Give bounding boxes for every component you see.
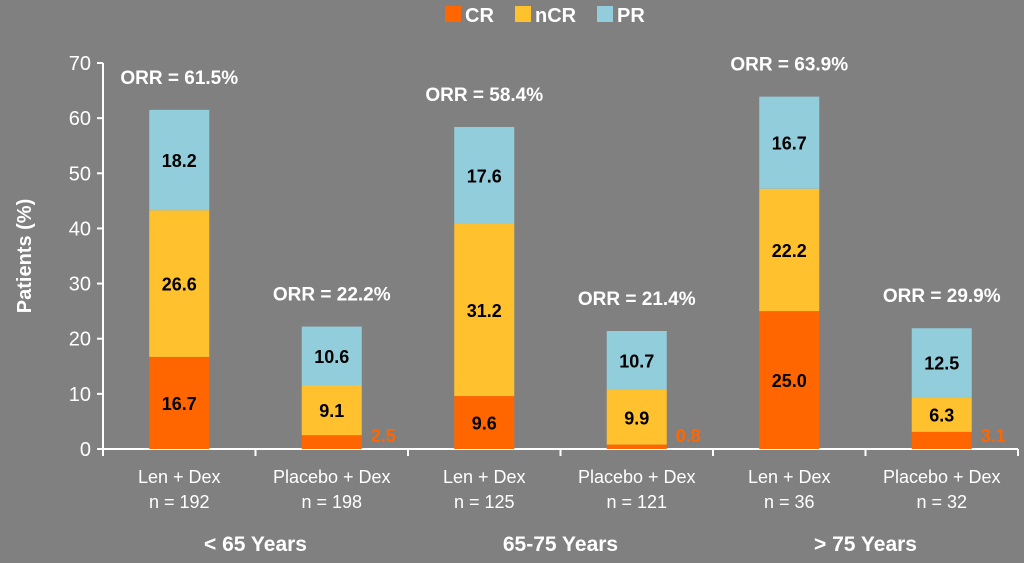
data-label-ncr: 26.6 [162,275,197,295]
data-label-cr-outside: 3.1 [981,426,1006,446]
orr-label: ORR = 63.9% [730,55,848,76]
orr-label: ORR = 29.9% [883,286,1001,307]
bar-segment-cr [759,311,820,449]
data-label-ncr: 9.1 [319,401,344,421]
bar-segment-ncr [301,385,362,436]
bar-segment-pr [301,326,362,386]
bar-segment-cr [606,444,667,449]
bar-segment-cr [149,356,210,449]
legend-label-cr: CR [465,5,494,27]
data-label-ncr: 31.2 [467,301,502,321]
bar-segment-cr [911,431,972,449]
data-label-pr: 17.6 [467,166,502,186]
data-label-pr: 10.6 [314,347,349,367]
group-label: < 65 Years [204,533,307,556]
y-axis-label: Patients (%) [14,199,36,313]
y-tick-label: 20 [69,329,91,351]
axes: 0 10 20 30 40 50 60 70 Patients (%) [14,53,1019,461]
orr-label: ORR = 58.4% [425,85,543,106]
bar-segment-ncr [911,397,972,432]
data-label-cr: 16.7 [162,394,197,414]
group-label: > 75 Years [814,533,917,556]
y-tick-label: 50 [69,163,91,185]
category-label: Len + Dex [443,467,526,487]
y-tick-label: 30 [69,274,91,296]
category-n-label: n = 36 [764,492,815,512]
bar-segment-ncr [606,389,667,445]
bar-segment-ncr [759,188,820,312]
data-label-ncr: 22.2 [772,241,807,261]
category-n-label: n = 121 [606,492,667,512]
y-tick-label: 60 [69,108,91,130]
category-n-label: n = 32 [916,492,967,512]
bar-segment-cr [301,435,362,449]
category-label: Placebo + Dex [273,467,391,487]
legend-label-ncr: nCR [535,5,577,27]
data-label-pr: 16.7 [772,134,807,154]
bar-segment-pr [149,109,210,211]
group-label: 65-75 Years [503,533,618,556]
legend-swatch-cr [445,6,461,22]
data-label-pr: 18.2 [162,151,197,171]
category-label: Placebo + Dex [578,467,696,487]
bar-segment-pr [911,328,972,398]
legend-swatch-ncr [515,6,531,22]
orr-label: ORR = 21.4% [578,289,696,310]
orr-label: ORR = 22.2% [273,285,391,306]
y-tick-label: 10 [69,384,91,406]
data-label-pr: 10.7 [619,351,654,371]
bar-segment-pr [454,126,515,225]
legend-label-pr: PR [617,5,645,27]
bar-segment-ncr [149,210,210,357]
y-tick-label: 0 [80,439,91,461]
category-n-label: n = 192 [149,492,210,512]
bar-segment-pr [759,96,820,189]
legend-swatch-pr [597,6,613,22]
orr-label: ORR = 61.5% [120,68,238,89]
data-label-ncr: 6.3 [929,406,954,426]
data-label-ncr: 9.9 [624,408,649,428]
data-label-cr-outside: 2.5 [371,426,396,446]
legend: CR nCR PR [445,5,645,27]
category-label: Len + Dex [748,467,831,487]
data-label-cr: 25.0 [772,371,807,391]
labels: 16.7 26.6 18.2 ORR = 61.5% Len + Dex n = 192 2… [120,55,1005,556]
data-label-pr: 12.5 [924,354,959,374]
y-tick-label: 40 [69,218,91,240]
y-tick-label: 70 [69,53,91,75]
category-label: Len + Dex [138,467,221,487]
bar-segment-pr [606,330,667,390]
category-n-label: n = 198 [301,492,362,512]
bars [149,96,972,449]
bar-segment-cr [454,396,515,449]
data-label-cr-outside: 0.8 [676,426,701,446]
category-label: Placebo + Dex [883,467,1001,487]
bar-segment-ncr [454,224,515,397]
category-n-label: n = 125 [454,492,515,512]
data-label-cr: 9.6 [472,414,497,434]
